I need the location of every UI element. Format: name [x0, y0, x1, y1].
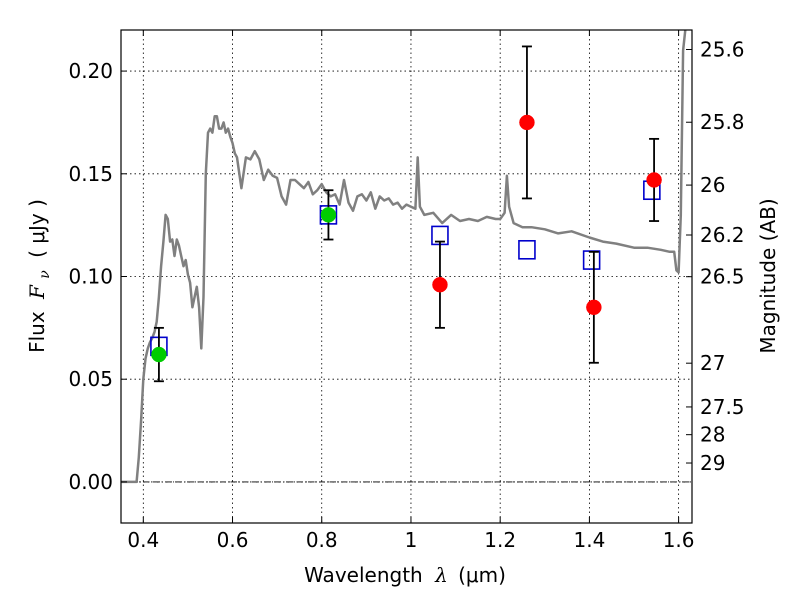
y-axis-label: Flux F ν ( μJy ) [25, 199, 54, 353]
data-point-red [432, 276, 448, 293]
x-tick-label: 0.4 [127, 528, 159, 552]
sed-curve-layer [121, 29, 687, 484]
y-tick-label: 0.05 [68, 367, 113, 391]
data-point-green [151, 346, 167, 363]
x-tick-label: 1.2 [484, 528, 516, 552]
model-square-marker [518, 239, 536, 260]
y2-tick-label: 26.2 [700, 223, 745, 247]
x-axis-label: Wavelength λ (μm) [304, 563, 506, 587]
y2-tick-label: 28 [700, 423, 725, 447]
data-point-green [320, 207, 337, 223]
y-axis-label-prefix: Flux [25, 311, 49, 353]
y2-tick-label: 26.5 [700, 265, 745, 289]
ticks: 0.4 0.6 0.8 1 1.2 1.4 1.6 0.00 0.05 0.10 0.15 0.20 2… [68, 30, 745, 552]
x-tick-label: 1.4 [573, 528, 605, 552]
x-tick-label: 0.6 [217, 528, 249, 552]
sed-curve [121, 29, 687, 484]
grid [121, 30, 692, 523]
x-axis-label-symbol: λ [434, 563, 448, 587]
y2-tick-label: 25.8 [700, 110, 745, 134]
data-point-red [646, 172, 662, 188]
y2-tick-label: 25.6 [700, 38, 745, 62]
y-tick-label: 0.00 [68, 470, 113, 494]
data-point-red [519, 114, 535, 131]
y2-tick-label: 27 [700, 351, 725, 375]
x-tick-label: 1.6 [663, 528, 695, 552]
y-axis-label-subscript: ν [37, 270, 53, 279]
marker-layer [150, 45, 662, 383]
y-axis-label-unit: ( μJy ) [25, 199, 49, 258]
x-tick-label: 0.8 [306, 528, 338, 552]
y2-tick-label: 27.5 [700, 395, 745, 419]
y-axis-label-symbol: F [25, 284, 49, 300]
x-axis-label-unit: (μm) [458, 563, 506, 587]
y-tick-label: 0.20 [68, 59, 113, 83]
data-point-red [586, 299, 602, 316]
x-axis-label-prefix: Wavelength [304, 563, 423, 587]
y2-tick-label: 29 [700, 451, 725, 475]
x-tick-label: 1 [405, 528, 418, 552]
y2-axis-label: Magnitude (AB) [756, 198, 780, 353]
model-square-marker [582, 250, 601, 270]
y-tick-label: 0.10 [68, 265, 113, 289]
y2-tick-label: 26 [700, 173, 725, 197]
y-tick-label: 0.15 [68, 162, 113, 186]
